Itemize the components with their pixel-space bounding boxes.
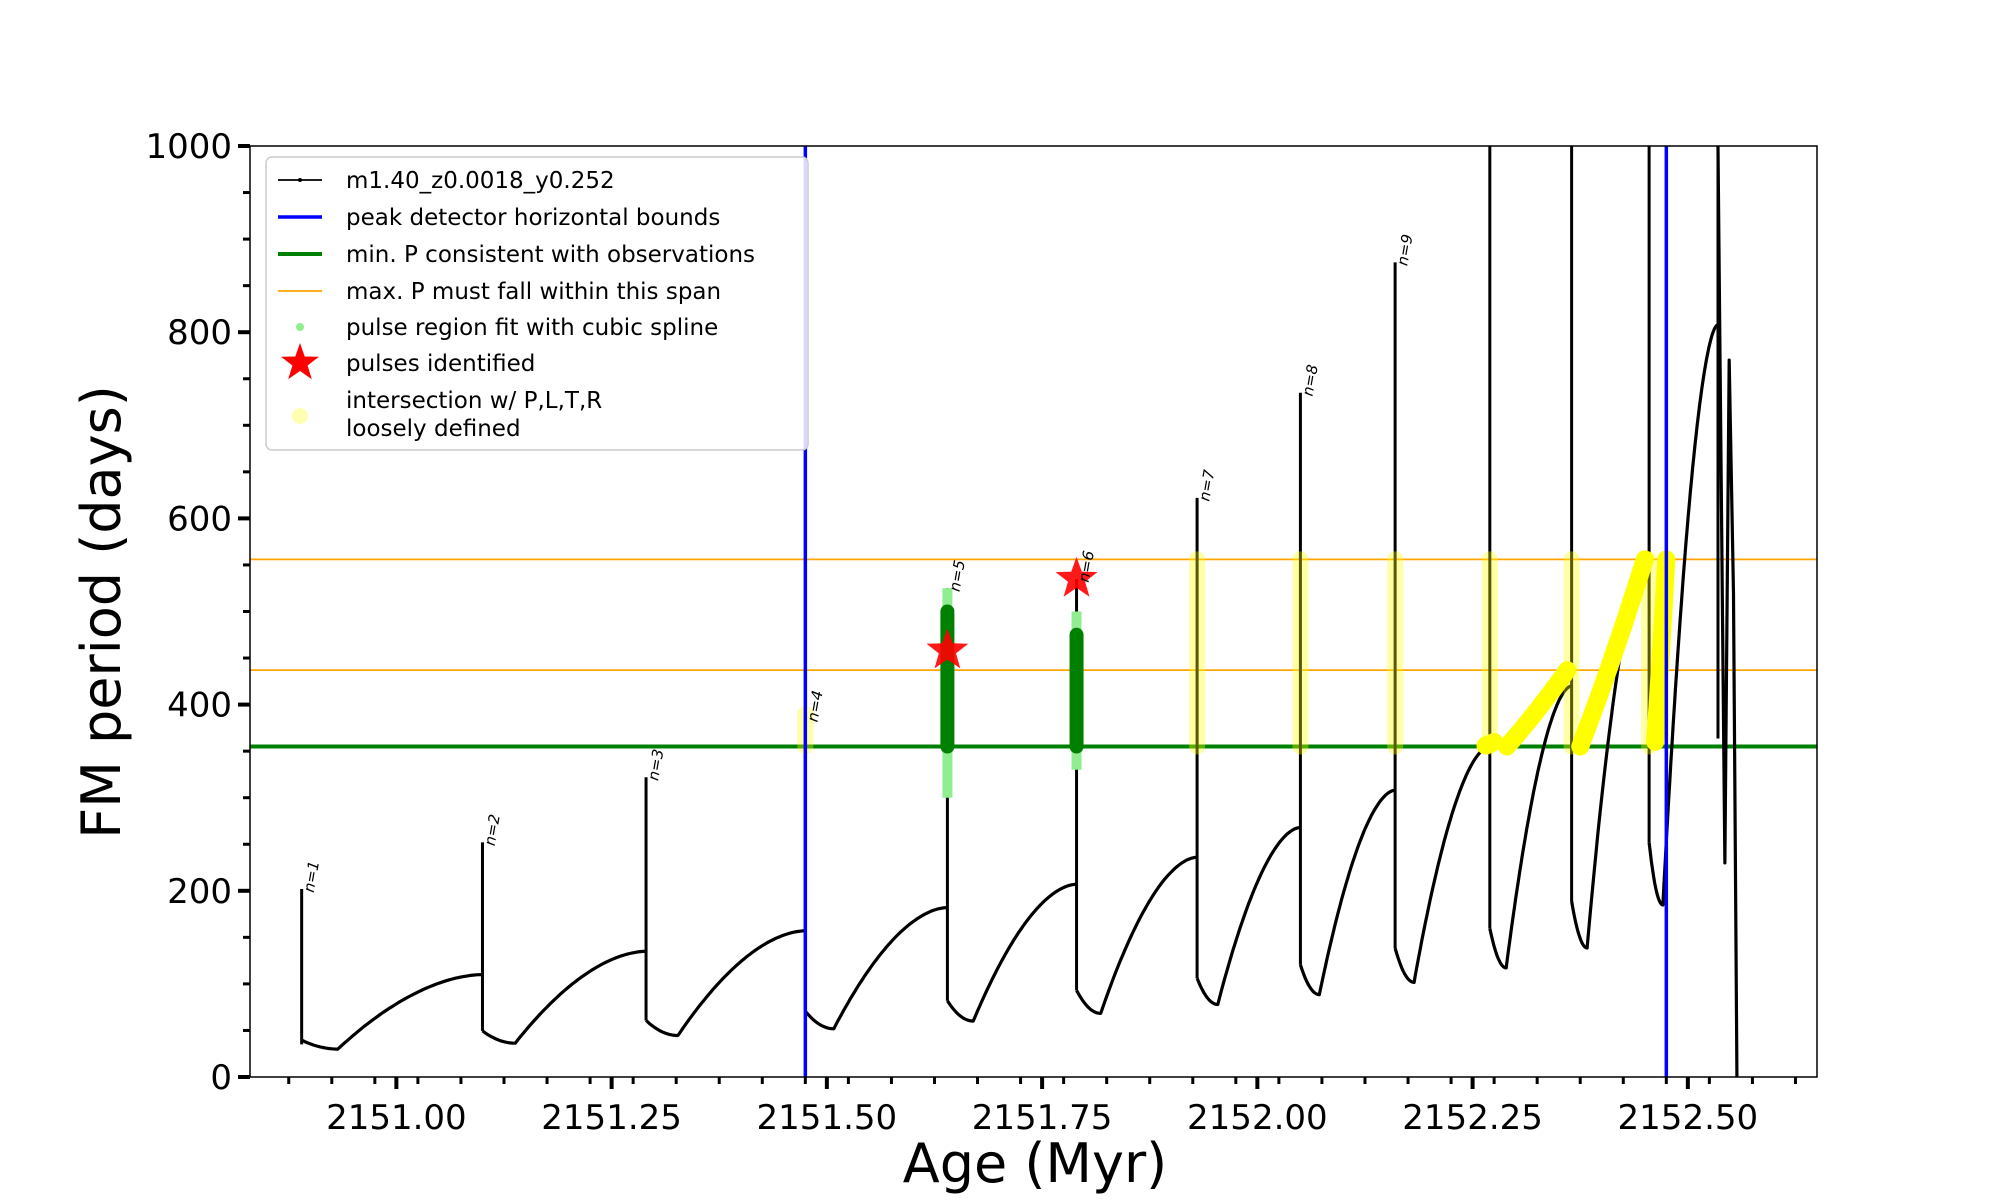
x-tick-label: 2152.00 xyxy=(1187,1098,1328,1138)
x-tick-label: 2151.00 xyxy=(326,1098,467,1138)
y-tick-label: 600 xyxy=(167,499,232,539)
pulse-label-n3: n=3 xyxy=(644,748,667,782)
y-tick-label: 800 xyxy=(167,313,232,353)
legend-label-line2: loosely defined xyxy=(346,416,521,442)
y-tick-label: 200 xyxy=(167,872,232,912)
legend-swatch-lightgreen xyxy=(296,323,304,331)
legend-label: m1.40_z0.0018_y0.252 xyxy=(346,168,615,194)
track-segment xyxy=(804,906,948,1031)
pulse-label-n4: n=4 xyxy=(804,689,827,723)
pulse-label-n8: n=8 xyxy=(1299,363,1322,397)
y-tick-label: 1000 xyxy=(145,127,232,167)
legend-label: intersection w/ P,L,T,R xyxy=(346,388,602,414)
pulse-label-n7: n=7 xyxy=(1195,468,1218,503)
intersection-branch xyxy=(1476,732,1504,755)
track-segment xyxy=(1075,855,1198,1015)
track-segment xyxy=(644,929,806,1038)
pulse-label-n5: n=5 xyxy=(946,559,969,593)
x-tick-label: 2152.25 xyxy=(1402,1098,1543,1138)
intersection-regions xyxy=(797,550,1676,756)
plot-area: n=1 n=2 n=3 n=4 n=5 n=6 n=7 n=8 n=9 xyxy=(250,146,1817,1077)
pulse-star xyxy=(926,628,969,669)
track-segment xyxy=(481,949,647,1045)
x-tick-label: 2151.75 xyxy=(972,1098,1113,1138)
track-segment xyxy=(1393,744,1490,984)
legend-swatch-yellow xyxy=(292,408,308,424)
pulse-label-n1: n=1 xyxy=(300,859,323,893)
pulse-label-n9: n=9 xyxy=(1393,233,1416,267)
axes: 0 200 400 600 800 1000 2151.00 2151.25 2151.50 21… xyxy=(145,127,1818,1138)
pulse-star xyxy=(1055,556,1098,597)
y-tick-label: 400 xyxy=(167,686,232,726)
track-segment xyxy=(1647,323,1719,907)
legend-box xyxy=(265,156,809,451)
track-segment xyxy=(1298,788,1396,997)
legend-label: peak detector horizontal bounds xyxy=(346,205,720,231)
intersection-branch xyxy=(1498,661,1577,756)
legend-swatch-dot xyxy=(298,178,302,182)
x-tick-label: 2151.25 xyxy=(541,1098,682,1138)
y-axis-label: FM period (days) xyxy=(70,385,133,839)
legend-label: min. P consistent with observations xyxy=(346,242,755,268)
intersection-branch xyxy=(1571,550,1654,756)
track-segment xyxy=(300,973,483,1051)
track-segment xyxy=(1195,825,1301,1007)
pulse-label-n6: n=6 xyxy=(1075,549,1098,583)
reference-lines xyxy=(250,558,1817,749)
legend-swatch-star xyxy=(281,343,319,380)
y-tick-label: 0 xyxy=(210,1058,232,1098)
x-tick-label: 2151.50 xyxy=(757,1098,898,1138)
track-segment xyxy=(1488,684,1572,970)
legend-label: pulse region fit with cubic spline xyxy=(346,315,718,341)
pulses-identified xyxy=(926,556,1098,669)
legend-label: max. P must fall within this span xyxy=(346,279,721,305)
track-segment xyxy=(946,882,1077,1023)
track-segment xyxy=(1716,146,1739,1077)
pulse-labels: n=1 n=2 n=3 n=4 n=5 n=6 n=7 n=8 n=9 xyxy=(300,233,1417,894)
legend-label: pulses identified xyxy=(346,351,535,377)
pulse-label-n2: n=2 xyxy=(481,813,504,847)
x-axis-label: Age (Myr) xyxy=(903,1132,1168,1195)
x-tick-label: 2152.50 xyxy=(1618,1098,1759,1138)
